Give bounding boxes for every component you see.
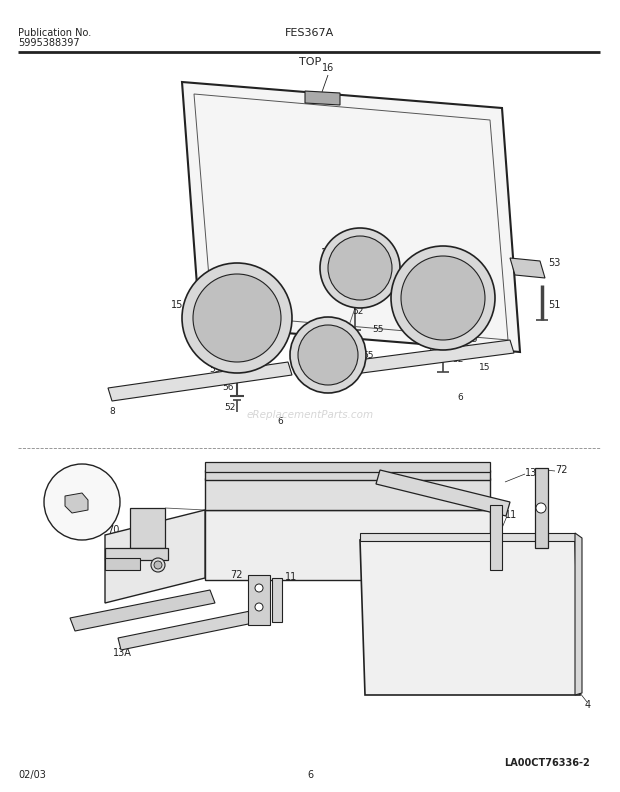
- Text: 55: 55: [466, 336, 478, 345]
- Polygon shape: [205, 510, 490, 580]
- Polygon shape: [70, 590, 215, 631]
- Circle shape: [320, 228, 400, 308]
- Circle shape: [290, 317, 366, 393]
- Circle shape: [151, 558, 165, 572]
- Polygon shape: [118, 608, 268, 650]
- Text: 11: 11: [285, 572, 297, 582]
- Text: 13: 13: [525, 468, 538, 478]
- Polygon shape: [130, 508, 165, 548]
- Text: 5995388397: 5995388397: [18, 38, 79, 48]
- Polygon shape: [360, 533, 575, 541]
- Polygon shape: [490, 505, 502, 570]
- Text: 6: 6: [307, 770, 313, 780]
- Text: 16: 16: [322, 63, 334, 73]
- Text: FES367A: FES367A: [285, 28, 335, 38]
- Text: 71: 71: [100, 478, 112, 488]
- Text: 1: 1: [105, 565, 111, 575]
- Circle shape: [401, 256, 485, 340]
- Circle shape: [391, 246, 495, 350]
- Circle shape: [536, 503, 546, 513]
- Circle shape: [298, 325, 358, 385]
- Text: 15: 15: [479, 364, 491, 372]
- Polygon shape: [272, 578, 282, 622]
- Text: 52: 52: [352, 307, 364, 317]
- Circle shape: [328, 236, 392, 300]
- Polygon shape: [205, 478, 490, 510]
- Text: 55: 55: [372, 326, 384, 334]
- Circle shape: [44, 464, 120, 540]
- Text: 65: 65: [362, 351, 374, 360]
- Polygon shape: [376, 470, 510, 516]
- Polygon shape: [182, 82, 520, 352]
- Circle shape: [193, 274, 281, 362]
- Text: TOP: TOP: [299, 57, 321, 67]
- Text: LA00CT76336-2: LA00CT76336-2: [504, 758, 590, 768]
- Polygon shape: [320, 340, 514, 378]
- Text: 6: 6: [457, 394, 463, 402]
- Polygon shape: [105, 548, 168, 560]
- Polygon shape: [105, 510, 205, 603]
- Text: eReplacementParts.com: eReplacementParts.com: [246, 410, 374, 420]
- Circle shape: [255, 603, 263, 611]
- Polygon shape: [305, 91, 340, 105]
- Text: 56: 56: [324, 332, 336, 341]
- Text: 6: 6: [277, 417, 283, 427]
- Polygon shape: [248, 575, 270, 625]
- Polygon shape: [205, 462, 490, 472]
- Text: 72: 72: [555, 465, 567, 475]
- Circle shape: [154, 561, 162, 569]
- Text: 70: 70: [107, 525, 120, 535]
- Text: 55: 55: [210, 365, 221, 375]
- Text: Publication No.: Publication No.: [18, 28, 91, 38]
- Text: 11: 11: [505, 510, 517, 520]
- Text: 72: 72: [230, 570, 242, 580]
- Polygon shape: [575, 533, 582, 695]
- Text: 51: 51: [548, 300, 560, 310]
- Text: 52: 52: [224, 403, 236, 413]
- Polygon shape: [205, 470, 490, 480]
- Polygon shape: [510, 258, 545, 278]
- Text: 4: 4: [585, 700, 591, 710]
- Text: 15B: 15B: [321, 248, 340, 258]
- Polygon shape: [105, 558, 140, 570]
- Polygon shape: [535, 468, 548, 548]
- Circle shape: [182, 263, 292, 373]
- Polygon shape: [108, 362, 292, 401]
- Text: 53: 53: [548, 258, 560, 268]
- Text: 8: 8: [109, 408, 115, 417]
- Circle shape: [255, 584, 263, 592]
- Polygon shape: [360, 540, 580, 695]
- Text: 56: 56: [222, 383, 234, 393]
- Text: 52: 52: [453, 356, 464, 364]
- Text: 02/03: 02/03: [18, 770, 46, 780]
- Polygon shape: [65, 493, 88, 513]
- Text: 65: 65: [399, 314, 410, 322]
- Text: 15A: 15A: [171, 300, 190, 310]
- Text: 13A: 13A: [113, 648, 132, 658]
